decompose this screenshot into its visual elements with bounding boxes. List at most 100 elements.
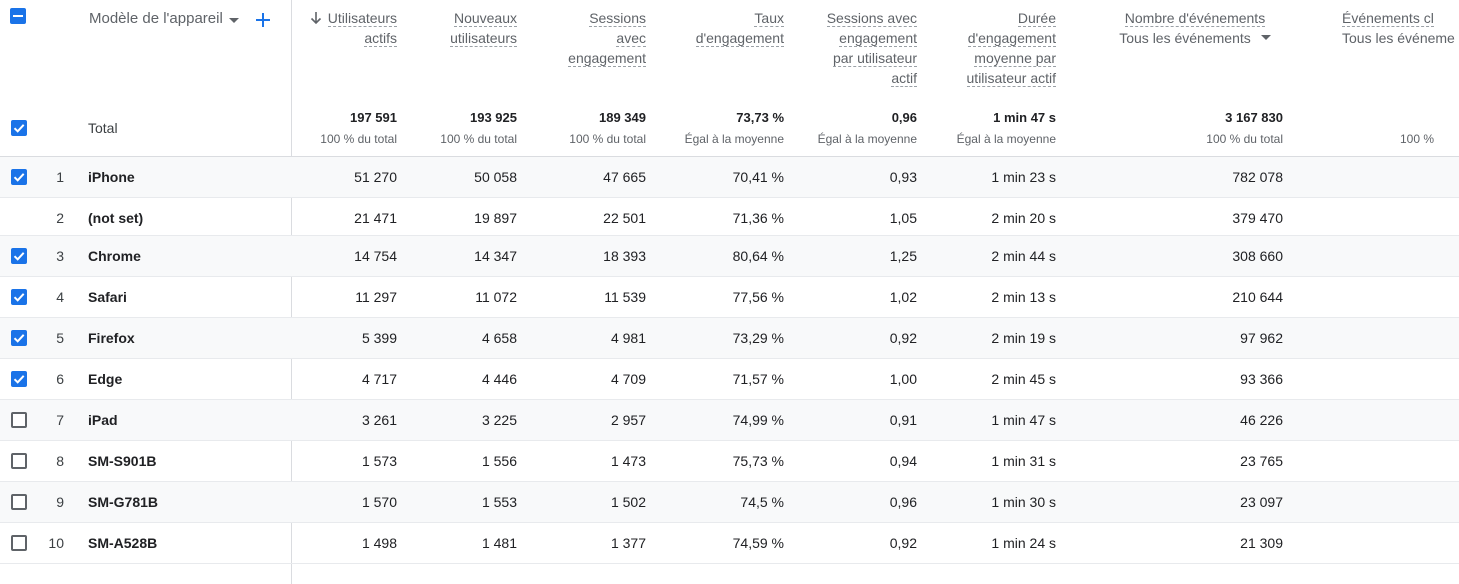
column-header-label: Nouveaux <box>453 10 517 27</box>
metric-cell: 97 962 <box>1240 330 1283 346</box>
column-header-label: Utilisateurs <box>327 10 397 27</box>
metric-cell: 1,05 <box>889 210 917 226</box>
column-header-label: engagement <box>568 50 646 67</box>
row-dimension-value: iPad <box>88 412 118 428</box>
row-checkbox[interactable] <box>11 289 27 305</box>
table-row[interactable]: 2 (not set) 21 471 19 897 22 501 71,36 % 1,05 2… <box>0 198 1459 236</box>
table-row[interactable]: 1 iPhone 51 270 50 058 47 665 70,41 % 0,93 1 mi… <box>0 157 1459 198</box>
metric-cell: 1 377 <box>610 535 646 551</box>
total-value <box>1400 110 1459 128</box>
total-checkbox[interactable] <box>11 120 27 136</box>
table-row[interactable]: 10 SM-A528B 1 498 1 481 1 377 74,59 % 0,92 1 mi… <box>0 523 1459 564</box>
table-row[interactable]: 8 SM-S901B 1 573 1 556 1 473 75,73 % 0,94 1 min… <box>0 441 1459 482</box>
total-cell: 100 % <box>1400 110 1459 146</box>
metric-cell: 782 078 <box>1232 169 1283 185</box>
metric-cell: 4 709 <box>610 371 646 387</box>
dimension-selector[interactable]: Modèle de l'appareil <box>89 10 223 27</box>
total-value: 197 591 <box>350 110 397 125</box>
dimension-label: Modèle de l'appareil <box>89 10 223 27</box>
total-label: Total <box>88 120 118 136</box>
metric-cell: 50 058 <box>474 169 517 185</box>
column-header-2[interactable]: Nouveaux utilisateurs <box>407 8 517 48</box>
totals-divider <box>0 156 1459 157</box>
column-header-8[interactable]: Événements cl Tous les événeme <box>1342 8 1459 48</box>
metric-cell: 4 717 <box>361 371 397 387</box>
dimension-dropdown-icon[interactable] <box>228 17 240 25</box>
row-dimension-value: SM-A528B <box>88 535 158 551</box>
metric-cell: 0,91 <box>889 412 917 428</box>
row-index: 7 <box>56 412 64 428</box>
metric-cell: 1 min 30 s <box>991 494 1056 510</box>
row-index: 2 <box>56 210 64 226</box>
metric-cell: 1 481 <box>481 535 517 551</box>
column-divider <box>291 0 292 584</box>
row-checkbox[interactable] <box>11 330 27 346</box>
event-filter-label: Tous les événeme <box>1342 30 1455 46</box>
metric-cell: 0,93 <box>889 169 917 185</box>
table-row[interactable]: 5 Firefox 5 399 4 658 4 981 73,29 % 0,92 2 min … <box>0 318 1459 359</box>
event-filter-label: Tous les événements <box>1119 30 1251 46</box>
row-index: 6 <box>56 371 64 387</box>
column-header-3[interactable]: Sessions avec engagement <box>536 8 646 68</box>
column-header-4[interactable]: Taux d'engagement <box>664 8 784 48</box>
column-header-label: d'engagement <box>967 30 1056 47</box>
metric-cell: 1 573 <box>361 453 397 469</box>
chevron-down-icon <box>1260 35 1271 40</box>
total-subtext: 100 % <box>1400 132 1435 146</box>
metric-cell: 2 min 20 s <box>991 210 1056 226</box>
column-header-label: Nombre d'événements <box>1124 10 1266 27</box>
metric-cell: 4 981 <box>610 330 646 346</box>
row-checkbox[interactable] <box>11 248 27 264</box>
total-subtext: Égal à la moyenne <box>956 132 1056 146</box>
sort-descending-icon[interactable] <box>310 11 322 25</box>
total-value: 0,96 <box>891 110 917 125</box>
metric-cell: 47 665 <box>603 169 646 185</box>
table-row[interactable]: 6 Edge 4 717 4 446 4 709 71,57 % 1,00 2 min 45 … <box>0 359 1459 400</box>
column-header-label: avec <box>616 30 646 47</box>
total-subtext: 100 % du total <box>569 132 646 146</box>
metric-cell: 80,64 % <box>732 248 784 264</box>
metric-cell: 21 309 <box>1240 535 1283 551</box>
metric-cell: 74,59 % <box>732 535 784 551</box>
row-dimension-value: (not set) <box>88 210 144 226</box>
metric-cell: 2 min 19 s <box>991 330 1056 346</box>
table-row[interactable]: 9 SM-G781B 1 570 1 553 1 502 74,5 % 0,96 1 min … <box>0 482 1459 523</box>
column-header-label: utilisateur actif <box>966 70 1056 87</box>
column-header-label: moyenne par <box>974 50 1056 67</box>
metric-cell: 1 502 <box>610 494 646 510</box>
metric-cell: 51 270 <box>354 169 397 185</box>
add-dimension-icon[interactable] <box>255 12 271 28</box>
column-header-6[interactable]: Durée d'engagement moyenne par utilisateur … <box>926 8 1056 88</box>
metric-cell: 210 644 <box>1232 289 1283 305</box>
metric-cell: 11 072 <box>475 289 517 305</box>
table-row[interactable]: 7 iPad 3 261 3 225 2 957 74,99 % 0,91 1 min 47 … <box>0 400 1459 441</box>
row-divider <box>0 197 1459 198</box>
row-divider <box>0 317 1459 318</box>
row-divider <box>0 358 1459 359</box>
row-checkbox[interactable] <box>11 535 27 551</box>
column-header-label: actif <box>891 70 917 87</box>
total-subtext: Égal à la moyenne <box>817 132 917 146</box>
column-header-label: par utilisateur <box>832 50 917 67</box>
row-dimension-value: Firefox <box>88 330 135 346</box>
metric-cell: 14 347 <box>474 248 517 264</box>
column-header-5[interactable]: Sessions avec engagement par utilisateur ac… <box>787 8 917 88</box>
column-header-1[interactable]: Utilisateurs actifs <box>277 8 397 48</box>
row-checkbox[interactable] <box>11 371 27 387</box>
table-row[interactable]: 3 Chrome 14 754 14 347 18 393 80,64 % 1,25 2 mi… <box>0 236 1459 277</box>
event-filter-dropdown[interactable]: Tous les événements <box>1095 28 1295 48</box>
column-header-7[interactable]: Nombre d'événements Tous les événements <box>1095 8 1295 48</box>
event-filter-dropdown[interactable]: Tous les événeme <box>1342 28 1459 48</box>
column-header-label: Événements cl <box>1342 10 1434 27</box>
total-value: 73,73 % <box>736 110 784 125</box>
row-checkbox[interactable] <box>11 412 27 428</box>
select-all-checkbox[interactable] <box>10 8 26 24</box>
table-row[interactable]: 4 Safari 11 297 11 072 11 539 77,56 % 1,02 2 mi… <box>0 277 1459 318</box>
row-checkbox[interactable] <box>11 494 27 510</box>
row-checkbox[interactable] <box>11 453 27 469</box>
metric-cell: 14 754 <box>354 248 397 264</box>
column-header-label: Sessions avec <box>826 10 917 27</box>
metric-cell: 1 570 <box>361 494 397 510</box>
row-checkbox[interactable] <box>11 169 27 185</box>
metric-cell: 5 399 <box>361 330 397 346</box>
